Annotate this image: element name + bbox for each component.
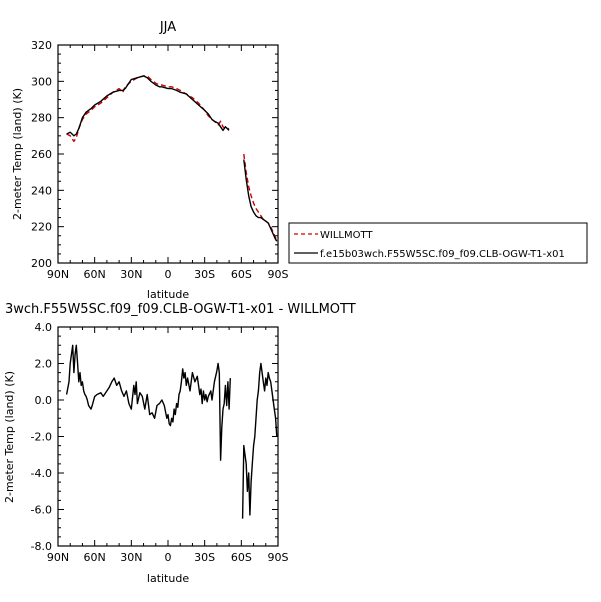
bottom-y-tick-label: -8.0 xyxy=(31,540,52,553)
top-plot-frame xyxy=(57,44,279,264)
top-y-tick-label: 320 xyxy=(31,39,52,52)
top-panel-x-axis-label: latitude xyxy=(147,288,189,301)
top-x-tick-label: 60S xyxy=(231,268,252,281)
bottom-panel-x-axis-label: latitude xyxy=(147,572,189,585)
legend-label-model: f.e15b03wch.F55W5SC.f09_f09.CLB-OGW-T1-x… xyxy=(320,249,565,260)
top-series-0-line-segment-0 xyxy=(66,75,230,142)
top-panel: JJA 2-meter Temp (land) (K) latitude 90N… xyxy=(11,20,289,301)
top-x-tick-label: 0 xyxy=(165,268,172,281)
bottom-x-tick-label: 60N xyxy=(84,551,106,564)
bottom-y-tick-label: -6.0 xyxy=(31,504,52,517)
top-x-tick-label: 60N xyxy=(84,268,106,281)
top-y-tick-label: 200 xyxy=(31,257,52,270)
bottom-y-tick-label: -2.0 xyxy=(31,431,52,444)
bottom-x-tick-label: 30S xyxy=(194,551,215,564)
bottom-x-tick-label: 0 xyxy=(165,551,172,564)
top-y-tick-label: 300 xyxy=(31,75,52,88)
bottom-x-tick-label: 60S xyxy=(231,551,252,564)
bottom-series-0-line-segment-0 xyxy=(65,344,231,461)
bottom-panel-plot-area: 90N 60N 30N 0 30S 60S 90S -8.0 -6.0 -4.0 -2.0 0.0 2.… xyxy=(31,321,289,564)
top-panel-y-axis-label: 2-meter Temp (land) (K) xyxy=(11,88,24,220)
top-x-tick-label: 30N xyxy=(120,268,142,281)
bottom-y-tick-label: 2.0 xyxy=(35,358,53,371)
legend: WILLMOTT f.e15b03wch.F55W5SC.f09_f09.CLB… xyxy=(288,222,588,264)
bottom-x-tick-label: 90N xyxy=(47,551,69,564)
top-x-tick-label: 90S xyxy=(268,268,289,281)
top-series-1-line-segment-1 xyxy=(243,159,278,242)
legend-label-willmott: WILLMOTT xyxy=(320,230,373,241)
top-y-tick-label: 260 xyxy=(31,148,52,161)
legend-box xyxy=(288,222,588,264)
top-y-tick-label: 220 xyxy=(31,221,52,234)
top-y-tick-label: 280 xyxy=(31,112,52,125)
bottom-y-tick-label: 4.0 xyxy=(35,321,53,334)
bottom-x-tick-label: 90S xyxy=(268,551,289,564)
bottom-x-tick-label: 30N xyxy=(120,551,142,564)
top-panel-title: JJA xyxy=(159,20,176,35)
top-panel-plot-area: 90N 60N 30N 0 30S 60S 90S 200 220 240 260 280 300 320 xyxy=(31,39,289,281)
top-series-0-line-segment-1 xyxy=(243,153,278,242)
top-series-1-line-segment-0 xyxy=(66,75,230,137)
bottom-y-tick-label: 0.0 xyxy=(35,394,53,407)
bottom-panel-y-axis-label: 2-meter Temp (land) (K) xyxy=(3,371,16,503)
bottom-panel-title: 3wch.F55W5SC.f09_f09.CLB-OGW-T1-x01 - WI… xyxy=(5,302,356,317)
bottom-panel: 3wch.F55W5SC.f09_f09.CLB-OGW-T1-x01 - WI… xyxy=(3,302,356,585)
bottom-y-tick-label: -4.0 xyxy=(31,467,52,480)
bottom-plot-frame xyxy=(57,326,279,547)
bottom-series-0-line-segment-1 xyxy=(241,362,278,519)
top-y-tick-label: 240 xyxy=(31,184,52,197)
top-x-tick-label: 30S xyxy=(194,268,215,281)
top-x-tick-label: 90N xyxy=(47,268,69,281)
